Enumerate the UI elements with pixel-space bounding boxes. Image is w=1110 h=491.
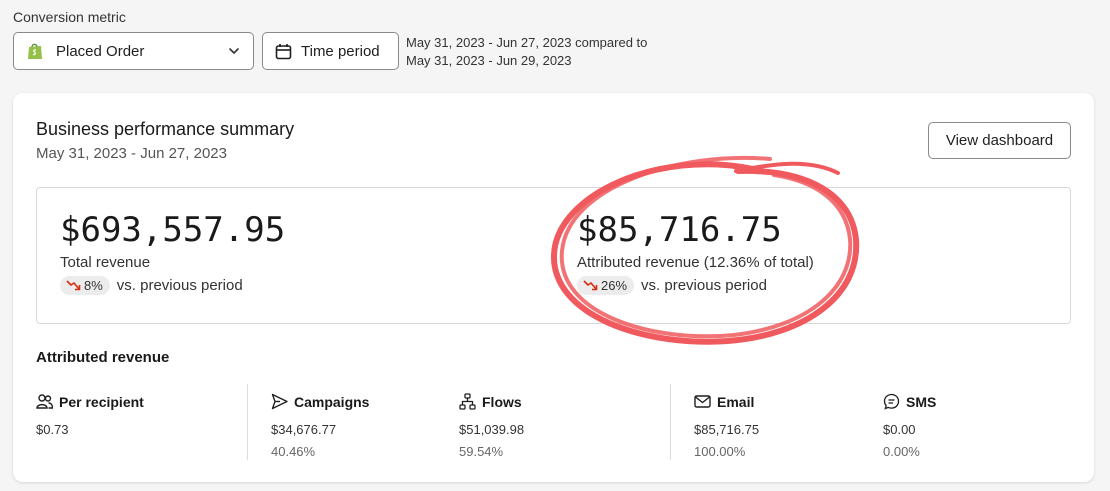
trend-down-icon [66, 280, 81, 291]
stat-campaigns: Campaigns $34,676.77 40.46% [271, 393, 370, 460]
business-performance-card: Business performance summary May 31, 202… [13, 93, 1094, 482]
conversion-metric-select[interactable]: Placed Order [13, 32, 254, 70]
stat-value: $0.00 [883, 422, 916, 437]
stat-percent: 59.54% [459, 444, 504, 459]
change-percent: 8% [84, 278, 103, 293]
conversion-metric-label: Conversion metric [13, 9, 126, 25]
stat-percent: 100.00% [694, 444, 746, 459]
stat-percent: 0.00% [883, 444, 920, 459]
card-subtitle: May 31, 2023 - Jun 27, 2023 [36, 145, 227, 162]
stat-label: Email [717, 393, 755, 410]
time-period-label: Time period [301, 42, 380, 60]
attributed-revenue-block: $85,716.75 Attributed revenue (12.36% of… [577, 210, 814, 295]
total-revenue-label: Total revenue [60, 254, 151, 271]
change-suffix: vs. previous period [116, 277, 243, 294]
divider [247, 384, 248, 460]
stat-email: Email $85,716.75 100.00% [694, 393, 760, 460]
change-badge: 8% [60, 276, 110, 295]
stat-label: SMS [906, 393, 937, 410]
divider [670, 384, 671, 460]
shopify-bag-icon [28, 43, 42, 59]
revenue-summary-box: $693,557.95 Total revenue 8% vs. previou… [36, 187, 1071, 324]
attributed-revenue-label: Attributed revenue (12.36% of total) [577, 254, 814, 271]
stat-sms: SMS $0.00 0.00% [883, 393, 937, 460]
calendar-icon [275, 43, 292, 59]
stat-value: $0.73 [36, 422, 69, 437]
stat-value: $34,676.77 [271, 422, 337, 437]
total-revenue-value: $693,557.95 [60, 210, 286, 250]
total-revenue-change: 8% vs. previous period [60, 276, 285, 295]
conversion-metric-value: Placed Order [56, 42, 145, 60]
trend-down-icon [583, 280, 598, 291]
attributed-revenue-title: Attributed revenue [36, 349, 170, 366]
view-dashboard-button[interactable]: View dashboard [928, 122, 1071, 159]
envelope-icon [694, 395, 711, 408]
send-icon [271, 393, 288, 410]
sms-icon [883, 393, 900, 410]
change-percent: 26% [601, 278, 628, 293]
stat-value: $85,716.75 [694, 422, 760, 437]
date-range-line1: May 31, 2023 - Jun 27, 2023 compared to [406, 35, 648, 50]
stat-label: Campaigns [294, 393, 370, 410]
attributed-revenue-value: $85,716.75 [577, 210, 782, 250]
chevron-down-icon [229, 48, 239, 54]
flow-icon [459, 393, 476, 410]
date-range-text: May 31, 2023 - Jun 27, 2023 compared to … [406, 34, 647, 70]
change-badge: 26% [577, 276, 635, 295]
stat-label: Flows [482, 393, 522, 410]
stat-flows: Flows $51,039.98 59.54% [459, 393, 524, 459]
people-icon [36, 394, 53, 409]
attributed-revenue-change: 26% vs. previous period [577, 276, 814, 295]
date-range-line2: May 31, 2023 - Jun 29, 2023 [406, 53, 572, 68]
stat-per-recipient: Per recipient $0.73 [36, 393, 144, 438]
time-period-button[interactable]: Time period [262, 32, 399, 70]
stat-value: $51,039.98 [459, 422, 525, 437]
stat-label: Per recipient [59, 393, 144, 410]
total-revenue-block: $693,557.95 Total revenue 8% vs. previou… [60, 210, 285, 295]
card-title: Business performance summary [36, 119, 295, 139]
stat-percent: 40.46% [271, 444, 316, 459]
change-suffix: vs. previous period [641, 277, 767, 294]
